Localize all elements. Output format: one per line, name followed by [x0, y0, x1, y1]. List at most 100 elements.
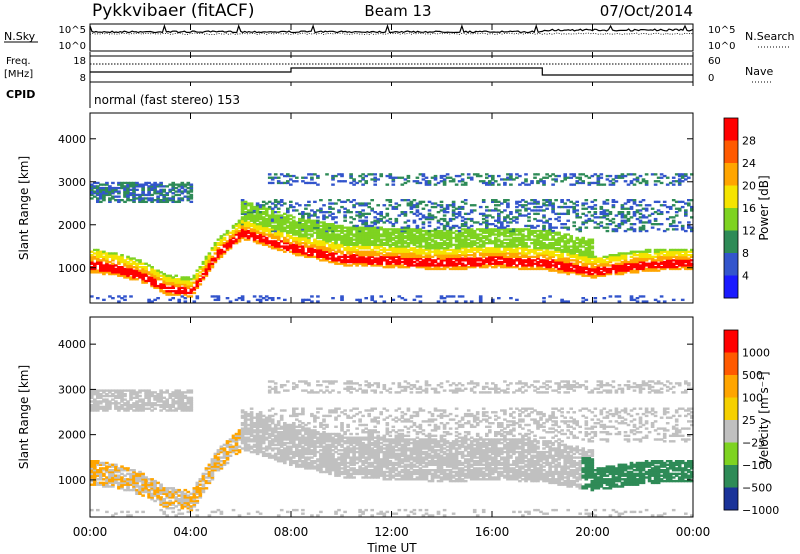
heatmap-cell	[307, 233, 311, 236]
heatmap-cell	[343, 216, 347, 219]
heatmap-cell	[147, 197, 151, 200]
heatmap-cell	[690, 199, 694, 202]
colorbar-segment	[724, 253, 738, 276]
heatmap-cell	[608, 212, 613, 216]
heatmap-cell	[551, 269, 555, 272]
heatmap-cell	[237, 297, 242, 300]
heatmap-cell	[671, 264, 676, 267]
heatmap-cell	[123, 272, 127, 276]
heatmap-cell	[90, 190, 94, 193]
heatmap-cell	[506, 228, 510, 231]
heatmap-cell	[144, 389, 148, 392]
heatmap-cell	[494, 254, 498, 257]
heatmap-cell	[129, 469, 133, 472]
heatmap-cell	[373, 264, 378, 267]
heatmap-cell	[388, 235, 393, 238]
heatmap-cell	[668, 181, 673, 185]
heatmap-cell	[379, 264, 384, 267]
heatmap-cell	[415, 248, 420, 252]
heatmap-cell	[659, 295, 664, 298]
heatmap-cell	[135, 474, 139, 477]
heatmap-cell	[509, 252, 513, 255]
heatmap-cell	[566, 212, 571, 216]
heatmap-cell	[460, 231, 465, 234]
heatmap-cell	[120, 274, 124, 277]
heatmap-cell	[120, 478, 124, 481]
heatmap-cell	[195, 279, 200, 283]
heatmap-cell	[481, 262, 486, 265]
heatmap-cell	[105, 193, 109, 197]
heatmap-cell	[114, 405, 118, 409]
heatmap-cell	[427, 217, 432, 221]
heatmap-cell	[557, 233, 561, 236]
heatmap-cell	[629, 262, 634, 265]
heatmap-cell	[352, 245, 356, 248]
heatmap-cell	[653, 269, 658, 272]
heatmap-cell	[135, 193, 139, 197]
heatmap-cell	[542, 243, 546, 247]
heatmap-cell	[207, 264, 212, 267]
heatmap-cell	[430, 243, 435, 247]
heatmap-cell	[433, 267, 438, 271]
heatmap-cell	[638, 228, 643, 231]
heatmap-cell	[644, 252, 649, 255]
heatmap-cell	[286, 224, 290, 228]
heatmap-cell	[388, 264, 393, 267]
heatmap-cell	[557, 267, 561, 271]
heatmap-cell	[219, 240, 224, 243]
heatmap-cell	[424, 260, 429, 264]
heatmap-cell	[614, 224, 619, 228]
heatmap-cell	[494, 259, 498, 262]
heatmap-cell	[138, 272, 142, 276]
heatmap-cell	[322, 233, 326, 236]
heatmap-cell	[213, 245, 218, 248]
heatmap-cell	[141, 272, 145, 276]
heatmap-cell	[243, 204, 248, 207]
heatmap-cell	[409, 259, 414, 262]
heatmap-cell	[325, 224, 329, 228]
heatmap-cell	[421, 255, 426, 259]
heatmap-cell	[301, 180, 305, 183]
heatmap-cell	[677, 174, 682, 178]
heatmap-cell	[491, 298, 495, 302]
freq-tick-top-left: 18	[73, 56, 86, 67]
heatmap-cell	[466, 233, 471, 236]
heatmap-cell	[295, 245, 299, 248]
heatmap-cell	[575, 248, 580, 252]
heatmap-cell	[391, 228, 396, 231]
heatmap-cell	[623, 260, 628, 264]
heatmap-cell	[629, 199, 634, 202]
heatmap-cell	[177, 197, 182, 200]
heatmap-cell	[557, 242, 561, 245]
heatmap-cell	[93, 391, 97, 394]
heatmap-cell	[361, 226, 365, 229]
heatmap-cell	[463, 212, 468, 216]
heatmap-cell	[258, 300, 263, 303]
heatmap-cell	[581, 252, 586, 255]
heatmap-cell	[105, 465, 109, 468]
heatmap-cell	[397, 214, 402, 217]
heatmap-cell	[512, 255, 516, 259]
heatmap-cell	[252, 221, 257, 224]
heatmap-cell	[111, 398, 115, 401]
heatmap-cell	[102, 469, 106, 472]
heatmap-cell	[370, 264, 375, 267]
heatmap-cell	[578, 178, 583, 181]
heatmap-cell	[687, 202, 691, 205]
heatmap-cell	[171, 286, 176, 290]
heatmap-cell	[367, 202, 372, 205]
heatmap-cell	[180, 199, 185, 202]
heatmap-cell	[379, 295, 384, 298]
heatmap-cell	[548, 174, 552, 178]
heatmap-cell	[488, 254, 492, 257]
heatmap-cell	[93, 181, 97, 185]
heatmap-cell	[307, 226, 311, 229]
heatmap-cell	[283, 238, 287, 241]
heatmap-cell	[542, 255, 546, 259]
heatmap-cell	[310, 223, 314, 226]
heatmap-cell	[593, 211, 598, 214]
heatmap-cell	[168, 279, 173, 283]
heatmap-cell	[159, 274, 163, 277]
heatmap-cell	[132, 472, 136, 476]
heatmap-cell	[647, 262, 652, 265]
